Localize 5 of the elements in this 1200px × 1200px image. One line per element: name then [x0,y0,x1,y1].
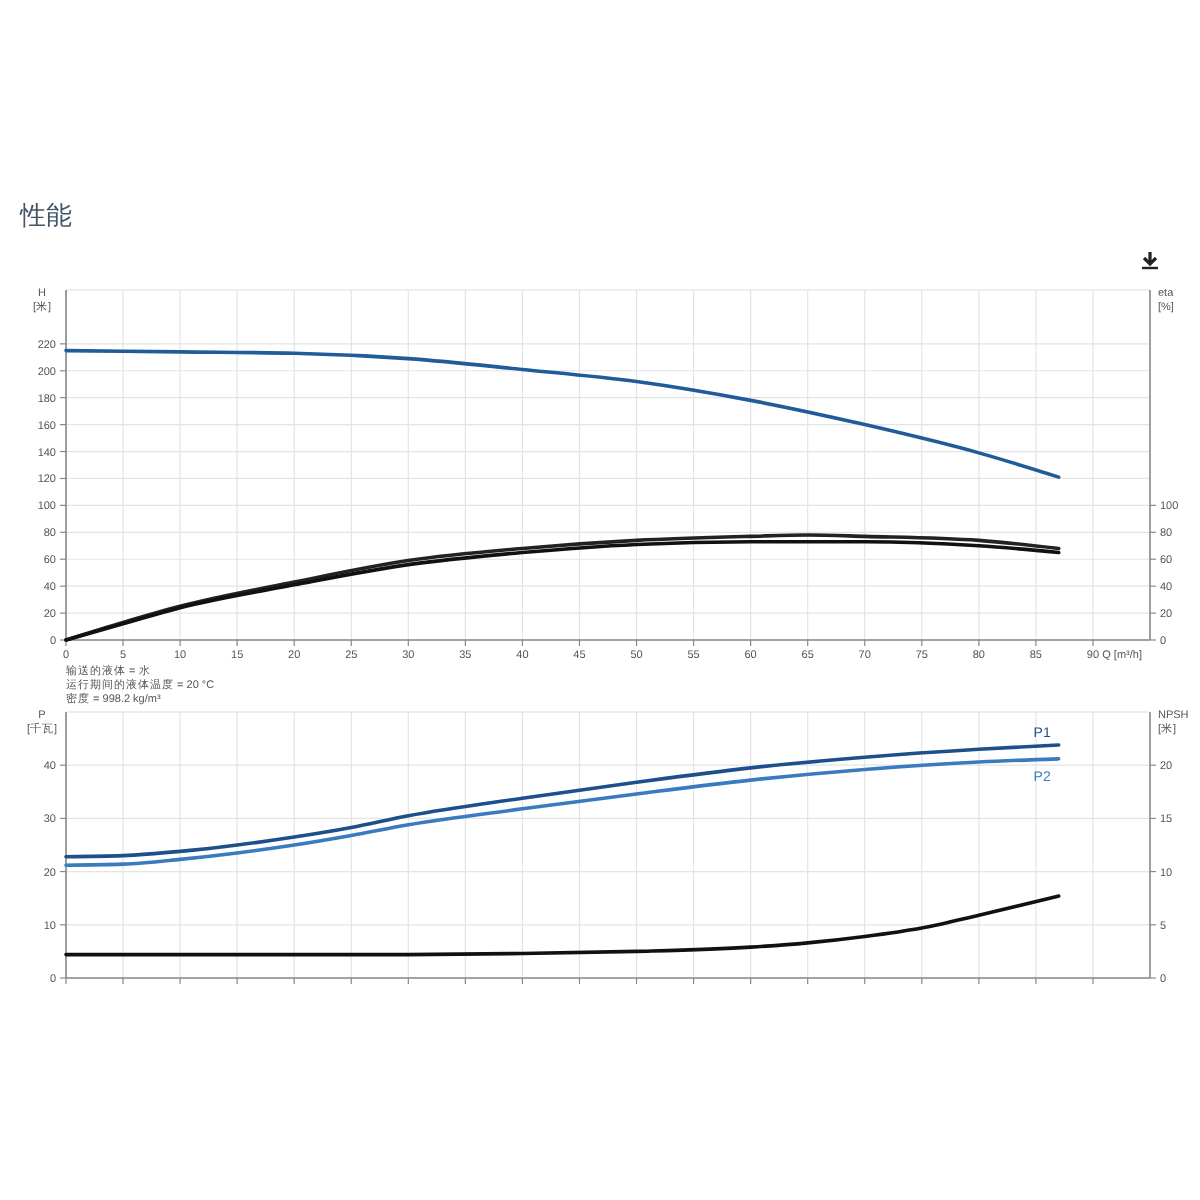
line-series [64,348,1061,479]
chart-title: 性能 [18,200,72,230]
line-series [64,743,1061,859]
line-series [64,757,1061,868]
line-series [64,894,1061,957]
